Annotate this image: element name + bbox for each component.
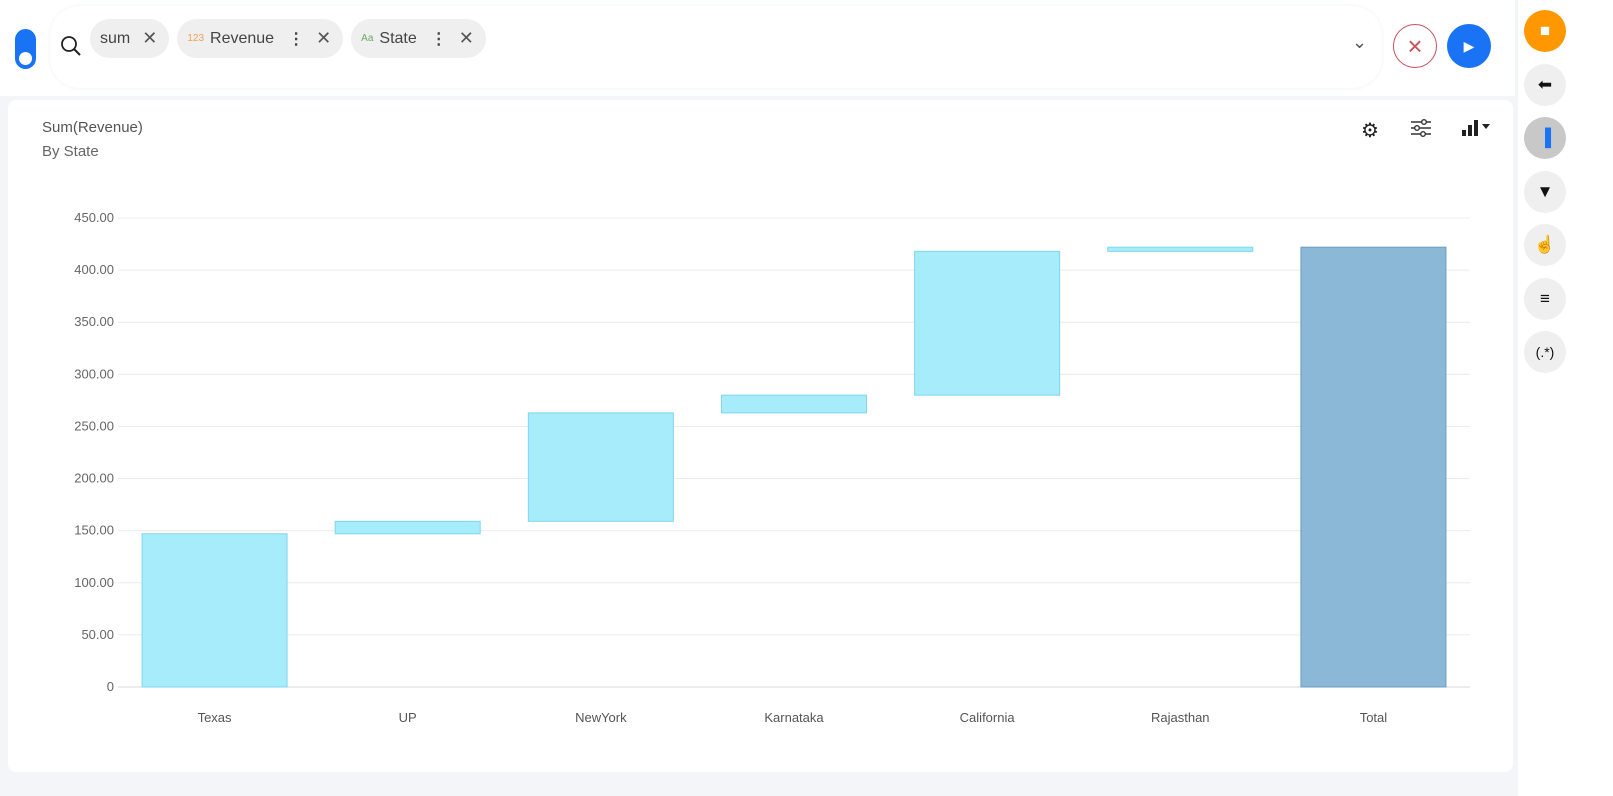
x-tick-label: Texas <box>198 710 232 725</box>
chip-label: State <box>379 29 417 47</box>
query-chip[interactable]: 123 Revenue ⋮ ✕ <box>177 19 344 58</box>
query-bar: sum ✕ 123 Revenue ⋮ ✕ Aa State ⋮ ✕ ⌄ × ▶ <box>0 0 1515 96</box>
x-tick-label: California <box>960 710 1016 725</box>
type-tag: 123 <box>187 33 205 44</box>
chip-label: Revenue <box>210 29 275 47</box>
type-tag: Aa <box>361 33 374 44</box>
run-button[interactable]: ▶ <box>1447 24 1491 68</box>
x-tick-label: Total <box>1360 710 1388 725</box>
y-tick-label: 150.00 <box>74 523 114 538</box>
more-vert-icon[interactable]: ⋮ <box>430 30 447 48</box>
clear-button[interactable]: × <box>1393 24 1437 68</box>
x-tick-label: Rajasthan <box>1151 710 1210 725</box>
pointer-hand-icon[interactable]: ☝ <box>1524 224 1566 266</box>
bar-rajasthan <box>1107 246 1254 252</box>
chevron-down-icon[interactable]: ⌄ <box>1352 32 1368 52</box>
y-tick-label: 450.00 <box>74 210 114 225</box>
bar-california <box>914 250 1061 396</box>
mode-toggle[interactable] <box>15 29 36 69</box>
chip-label: sum <box>100 29 131 47</box>
y-tick-label: 400.00 <box>74 262 114 277</box>
y-tick-label: 0 <box>107 679 114 694</box>
y-tick-label: 300.00 <box>74 366 114 381</box>
chart-type-dropdown[interactable] <box>1460 118 1494 144</box>
bar-texas <box>141 533 288 688</box>
x-tick-label: NewYork <box>575 710 627 725</box>
y-tick-label: 200.00 <box>74 471 114 486</box>
close-icon[interactable]: ✕ <box>458 28 474 48</box>
chart-subtitle: By State <box>42 143 99 160</box>
x-tick-label: Karnataka <box>764 710 824 725</box>
total-bar <box>1300 246 1447 688</box>
sliders-icon[interactable] <box>1410 118 1432 144</box>
x-tick-label: UP <box>399 710 417 725</box>
filter-icon[interactable]: ▼ <box>1524 170 1566 213</box>
query-chips: sum ✕ 123 Revenue ⋮ ✕ Aa State ⋮ ✕ <box>90 19 486 58</box>
y-tick-label: 350.00 <box>74 314 114 329</box>
close-icon[interactable]: ✕ <box>316 28 332 48</box>
y-tick-label: 250.00 <box>74 418 114 433</box>
query-chip[interactable]: Aa State ⋮ ✕ <box>351 19 486 58</box>
sim-card-icon[interactable]: ■ <box>1524 10 1566 52</box>
waterfall-chart: 0 50.00 100.00 150.00 200.00 250.00 300.00 350.… <box>74 210 1470 725</box>
bar-chart-icon[interactable]: ▐ <box>1524 117 1566 159</box>
toggle-knob <box>19 52 32 65</box>
close-icon[interactable]: ✕ <box>142 28 158 48</box>
y-tick-label: 100.00 <box>74 575 114 590</box>
gear-icon[interactable]: ⚙ <box>1361 120 1379 142</box>
database-icon[interactable]: ≡ <box>1524 277 1566 320</box>
bar-newyork <box>527 412 674 522</box>
chart-card: Sum(Revenue) By State ⚙ 0 50.00 100.00 150.… <box>8 100 1513 772</box>
bar-up <box>334 520 481 535</box>
bar-karnataka <box>721 394 867 414</box>
regex-icon[interactable]: (.*) <box>1524 331 1566 373</box>
right-sidebar: ■ ⬅ ▐ ▼ ☝ ≡ (.*) <box>1518 0 1613 796</box>
more-vert-icon[interactable]: ⋮ <box>288 30 305 48</box>
back-arrow-icon[interactable]: ⬅ <box>1524 63 1566 106</box>
y-tick-label: 50.00 <box>81 627 114 642</box>
chart-title: Sum(Revenue) <box>42 119 143 136</box>
search-icon <box>61 36 81 56</box>
query-chip[interactable]: sum ✕ <box>90 19 170 58</box>
